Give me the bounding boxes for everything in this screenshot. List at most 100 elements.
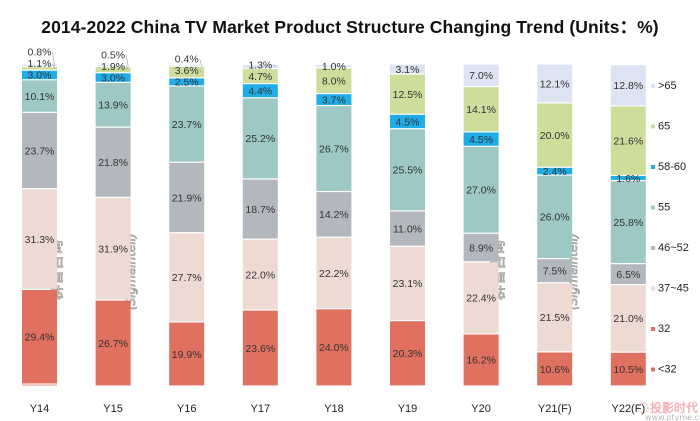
bar-y15-37-45 xyxy=(95,197,131,300)
bar-y16-37-45 xyxy=(169,233,205,322)
legend-swatch xyxy=(651,84,655,88)
legend-label: >65 xyxy=(658,80,677,92)
bar-y14-46-52 xyxy=(22,112,57,189)
bar-y16-gt65 xyxy=(169,65,205,67)
data-label-y20-58-60: 4.5% xyxy=(469,134,493,146)
x-tick-y15: Y15 xyxy=(103,403,123,415)
bar-y16-32 xyxy=(169,322,205,386)
bar-y20-37-45 xyxy=(463,262,499,334)
ptyme-logo-icon xyxy=(637,402,649,414)
bar-y14-55 xyxy=(22,80,57,112)
legend-label: 32 xyxy=(658,323,670,335)
data-label-y20-65: 14.1% xyxy=(466,104,496,116)
bar-y21-f-37-45 xyxy=(537,283,573,352)
data-label-y18-55: 26.7% xyxy=(319,143,349,155)
data-label-y20-55: 27.0% xyxy=(466,185,496,197)
bar-y21-f-32 xyxy=(537,352,573,386)
data-label-y15-55: 13.9% xyxy=(98,100,128,112)
bar-y14-lt32 xyxy=(22,384,57,386)
data-label-y20-46-52: 8.9% xyxy=(469,242,493,254)
legend-item-55: 55 xyxy=(651,202,670,214)
x-tick-y18: Y18 xyxy=(324,403,344,415)
bar-y14-65 xyxy=(22,67,57,70)
data-label-y20-37-45: 22.4% xyxy=(466,293,496,305)
bar-y19-58-60 xyxy=(390,114,425,129)
leader-line-y16-65 xyxy=(199,70,202,73)
legend-swatch xyxy=(651,367,655,372)
legend-item-46-52: 46~52 xyxy=(651,242,689,254)
data-label-y16-46-52: 21.9% xyxy=(172,192,202,204)
legend: >65 65 58-60 55 46~52 37~45 32 <32 xyxy=(651,80,689,376)
bar-y17-gt65 xyxy=(242,64,278,68)
data-label-y21-f-65: 20.0% xyxy=(540,130,570,142)
bar-y17-37-45 xyxy=(242,239,278,310)
data-label-y18-32: 24.0% xyxy=(319,342,349,354)
bar-y14-58-60 xyxy=(22,70,57,80)
legend-swatch xyxy=(651,327,655,331)
x-axis-ticks: Y14 Y15 Y16 Y17 Y18 Y19 Y20 Y21(F) Y22(F) xyxy=(30,403,645,415)
legend-item-58-60: 58-60 xyxy=(651,161,686,173)
data-label-y18-46-52: 14.2% xyxy=(319,209,349,221)
legend-item-65: 65 xyxy=(651,121,670,133)
bar-y19-37-45 xyxy=(390,246,425,321)
data-label-y15-37-45: 31.9% xyxy=(98,243,128,255)
data-label-y21-f-55: 26.0% xyxy=(540,212,570,224)
data-label-y22-f-55: 25.8% xyxy=(613,217,643,229)
data-label-y21-f-gt65: 12.1% xyxy=(540,78,570,90)
legend-label: 46~52 xyxy=(658,242,689,254)
legend-swatch xyxy=(651,246,655,250)
data-label-y22-f-37-45: 21.0% xyxy=(613,313,643,325)
data-label-y15-58-60: 3.0% xyxy=(101,72,125,84)
bar-y15-46-52 xyxy=(95,127,131,197)
data-label-y18-65: 8.0% xyxy=(322,76,346,88)
data-label-y14-gt65: 0.8% xyxy=(28,47,52,59)
legend-label: 65 xyxy=(658,121,670,133)
legend-item-gt65: >65 xyxy=(651,80,677,92)
data-label-y14-37-45: 31.3% xyxy=(25,234,55,246)
bar-y19-32 xyxy=(390,321,425,386)
bar-y21-f-65 xyxy=(537,103,573,167)
bar-y22-f-46-52 xyxy=(610,264,646,284)
bar-y21-f-gt65 xyxy=(537,64,573,103)
data-label-y14-32: 29.4% xyxy=(25,332,55,344)
data-label-y21-f-37-45: 21.5% xyxy=(540,312,570,324)
bar-y22-f-55 xyxy=(610,181,646,264)
bar-y19-55 xyxy=(390,129,425,211)
data-label-y21-f-32: 10.6% xyxy=(540,364,570,376)
legend-label: <32 xyxy=(658,364,677,376)
leader-line-y14-gt65 xyxy=(52,52,55,66)
data-label-y18-gt65: 1.0% xyxy=(322,61,346,73)
data-label-y22-f-46-52: 6.5% xyxy=(616,269,640,281)
bar-y20-58-60 xyxy=(463,132,499,146)
x-tick-y21-f: Y21(F) xyxy=(538,403,572,415)
bar-y21-f-58-60 xyxy=(537,167,573,175)
bar-y18-58-60 xyxy=(316,94,352,105)
bar-y19-gt65 xyxy=(390,64,425,74)
bar-y17-65 xyxy=(242,69,278,84)
data-labels-layer: 29.4%31.3%23.7%10.1%3.0%1.1%0.8%26.7%31.… xyxy=(25,47,644,376)
bar-y17-32 xyxy=(242,310,278,386)
x-tick-y22-f: Y22(F) xyxy=(611,403,645,415)
watermark-ptyme-url: www.ptyme.com xyxy=(645,413,700,421)
leader-line-y17-gt65 xyxy=(273,64,276,67)
x-tick-y14: Y14 xyxy=(30,403,50,415)
bar-y18-gt65 xyxy=(316,65,352,68)
bar-y15-65 xyxy=(95,67,131,73)
bar-y16-55 xyxy=(169,86,205,162)
bar-y20-65 xyxy=(463,87,499,132)
x-tick-y20: Y20 xyxy=(471,403,491,415)
data-label-y17-37-45: 22.0% xyxy=(245,269,275,281)
bars-layer xyxy=(22,64,646,386)
legend-label: 37~45 xyxy=(658,283,689,295)
data-label-y16-37-45: 27.7% xyxy=(172,272,202,284)
data-label-y19-37-45: 23.1% xyxy=(393,278,423,290)
bar-y18-65 xyxy=(316,68,352,94)
bar-y20-32 xyxy=(463,334,499,386)
data-label-y22-f-58-60: 1.6% xyxy=(616,173,640,185)
data-label-y17-32: 23.6% xyxy=(245,343,275,355)
bar-y15-32 xyxy=(95,300,131,386)
watermarks-layer: 群智咨询(Sigmaintell)群智咨询(Sigmaintell)投影时代ww… xyxy=(47,233,700,421)
leader-line-y14-65 xyxy=(52,63,55,69)
legend-swatch xyxy=(651,286,655,291)
